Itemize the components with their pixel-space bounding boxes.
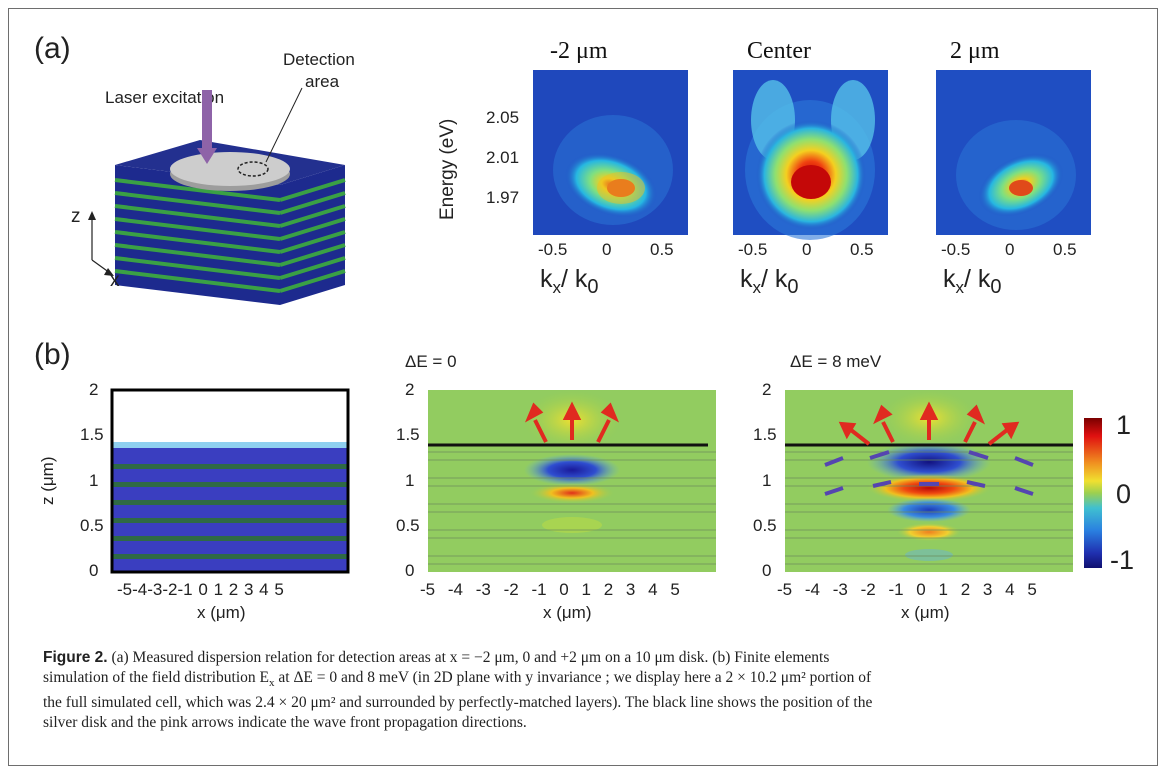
stack-left-face (114, 165, 281, 305)
dispersion-map-center (733, 70, 888, 240)
map3-xtick-2: 0 (1005, 240, 1015, 259)
panel-a-label: (a) (34, 32, 71, 65)
field-map-dE0 (428, 390, 716, 572)
laser-excitation-label: Laser excitation (105, 88, 225, 107)
colorbar-tick-1: 1 (1116, 410, 1132, 440)
map3-xtick-3: 0.5 (1053, 240, 1077, 259)
caption-line-2: simulation of the field distribution Ex … (43, 668, 872, 689)
map1-xtick-2: 0 (602, 240, 612, 259)
detection-pointer-line (265, 87, 303, 163)
x-axis-arrow (104, 268, 114, 276)
panel-b-label: (b) (34, 338, 71, 371)
colorbar (1084, 418, 1102, 568)
structure-ytick-2: 2 (89, 380, 99, 399)
dispersion-map-plus2 (936, 70, 1091, 235)
caption-line-3: the full simulated cell, which was 2.4 ×… (43, 694, 873, 712)
silver-disk (170, 152, 290, 186)
detection-area-ellipse (237, 161, 269, 177)
stack-right-face (279, 165, 346, 305)
field8-ytick-05: 0.5 (753, 516, 777, 535)
multilayer-schematic (88, 87, 346, 305)
field8-xticks: -5 -4 -3 -2 -1 0 1 2 3 4 5 (777, 580, 1037, 599)
field8-ytick-2: 2 (762, 380, 772, 399)
structure-ytick-15: 1.5 (80, 425, 104, 444)
energy-tick-1: 2.05 (486, 108, 520, 127)
map3-xtick-1: -0.5 (941, 240, 971, 259)
laser-beam (202, 90, 212, 148)
field0-ytick-15: 1.5 (396, 425, 420, 444)
map1-title: -2 μm (550, 38, 608, 64)
dispersion-map-minus2 (533, 70, 688, 235)
map2-xtick-3: 0.5 (850, 240, 874, 259)
structure-plot (110, 388, 350, 574)
field0-ytick-1: 1 (405, 471, 415, 490)
field0-title: ΔE = 0 (405, 352, 457, 371)
field0-xticks: -5 -4 -3 -2 -1 0 1 2 3 4 5 (420, 580, 680, 599)
field8-title: ΔE = 8 meV (790, 352, 882, 371)
map1-xlabel: kx/ k0 (540, 265, 599, 298)
field0-ytick-05: 0.5 (396, 516, 420, 535)
detection-label-1: Detection (283, 50, 355, 69)
energy-tick-3: 1.97 (486, 188, 520, 207)
colorbar-tick-0: 0 (1116, 479, 1132, 509)
structure-plot-border (110, 388, 350, 574)
green-layers (112, 464, 348, 559)
structure-ytick-0: 0 (89, 561, 99, 580)
map1-xtick-3: 0.5 (650, 240, 674, 259)
laser-arrowhead (197, 148, 217, 164)
structure-ylabel: z (μm) (38, 456, 57, 505)
structure-xlabel: x (μm) (197, 603, 246, 622)
schematic-z-label: z (71, 206, 81, 227)
figure-caption: Figure 2. (a) Measured dispersion relati… (43, 648, 1143, 732)
caption-line-4: silver disk and the pink arrows indicate… (43, 713, 527, 731)
energy-tick-2: 2.01 (486, 148, 520, 167)
figure-frame (8, 8, 1158, 766)
map2-title: Center (747, 38, 811, 64)
structure-ytick-1: 1 (89, 471, 99, 490)
layer-lines-0 (428, 451, 716, 565)
detection-label-2: area (305, 72, 340, 91)
schematic-x-label: x (110, 270, 120, 291)
map3-xlabel: kx/ k0 (943, 265, 1002, 298)
field0-ytick-2: 2 (405, 380, 415, 399)
structure-ytick-05: 0.5 (80, 516, 104, 535)
z-axis-arrow (88, 211, 96, 220)
field0-ytick-0: 0 (405, 561, 415, 580)
field8-ytick-0: 0 (762, 561, 772, 580)
caption-line-1: Figure 2. (a) Measured dispersion relati… (43, 649, 830, 666)
wavefront-dashes (824, 450, 1034, 496)
field8-ytick-15: 1.5 (753, 425, 777, 444)
structure-xticks: -5-4-3-2-1 0 1 2 3 4 5 (117, 580, 284, 599)
field0-xlabel: x (μm) (543, 603, 592, 622)
map2-xtick-2: 0 (802, 240, 812, 259)
map2-xtick-1: -0.5 (738, 240, 768, 259)
field-map-dE8 (785, 390, 1073, 572)
propagation-arrows-8 (838, 401, 1020, 446)
map1-xtick-1: -0.5 (538, 240, 568, 259)
map2-xlabel: kx/ k0 (740, 265, 799, 298)
silver-disk-layer (112, 442, 348, 450)
field8-xlabel: x (μm) (901, 603, 950, 622)
propagation-arrows-0 (524, 401, 620, 443)
energy-axis-label: Energy (eV) (437, 118, 458, 220)
map3-title: 2 μm (950, 38, 1000, 64)
colorbar-tick-neg1: -1 (1110, 545, 1135, 575)
field8-ytick-1: 1 (762, 471, 772, 490)
